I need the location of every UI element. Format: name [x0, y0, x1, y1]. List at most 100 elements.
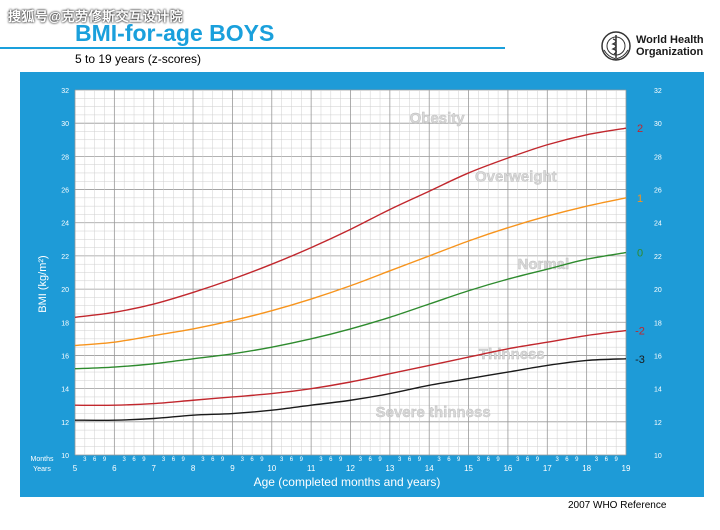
x-tick-year: 18 [582, 464, 591, 473]
years-row-label: Years [33, 466, 51, 473]
x-tick-year: 16 [503, 464, 512, 473]
y-tick-label-right: 10 [654, 453, 662, 460]
zone-label: Thinness [479, 346, 545, 363]
x-tick-month: 6 [447, 457, 451, 463]
org-name-line2: Organization [636, 46, 704, 58]
series-label-z0: 0 [637, 248, 643, 260]
y-tick-label-right: 12 [654, 420, 662, 427]
x-tick-year: 6 [112, 464, 117, 473]
y-tick-label-right: 26 [654, 188, 662, 195]
series-end-labels: 2 1 0 -2 -3 [635, 123, 645, 366]
y-tick-label-left: 26 [61, 188, 69, 195]
series-line-z-3 [74, 358, 627, 421]
x-tick-year: 7 [151, 464, 156, 473]
series-lines [74, 127, 627, 421]
months-row-label: Months [31, 456, 54, 463]
y-tick-label-right: 30 [654, 121, 662, 128]
y-tick-label-right: 32 [654, 88, 662, 95]
x-tick-year: 13 [385, 464, 394, 473]
x-axis-label: Age (completed months and years) [254, 475, 441, 489]
x-tick-month: 9 [457, 457, 461, 463]
y-tick-label-right: 20 [654, 287, 662, 294]
reference-footer: 2007 WHO Reference [568, 500, 667, 511]
x-tick-month: 3 [319, 457, 323, 463]
title-divider [0, 47, 505, 49]
x-tick-month: 6 [329, 457, 333, 463]
y-tick-label-left: 22 [61, 254, 69, 261]
x-tick-month: 6 [250, 457, 254, 463]
x-tick-month: 3 [359, 457, 363, 463]
x-tick-month: 3 [437, 457, 441, 463]
x-tick-month: 9 [378, 457, 382, 463]
x-tick-month: 6 [211, 457, 215, 463]
x-tick-month: 9 [221, 457, 225, 463]
x-tick-month: 6 [487, 457, 491, 463]
x-tick-month: 3 [241, 457, 245, 463]
x-tick-month: 3 [477, 457, 481, 463]
x-tick-month: 9 [614, 457, 618, 463]
x-tick-year: 17 [543, 464, 552, 473]
x-tick-month: 9 [418, 457, 422, 463]
x-tick-month: 6 [605, 457, 609, 463]
y-tick-label-left: 10 [61, 453, 69, 460]
x-tick-month: 9 [496, 457, 500, 463]
y-tick-label-left: 28 [61, 154, 69, 161]
y-tick-label-left: 12 [61, 420, 69, 427]
bmi-chart: Obesity Overweight Normal Thinness Severe th… [31, 88, 662, 489]
y-tick-label-left: 20 [61, 287, 69, 294]
y-tick-label-right: 22 [654, 254, 662, 261]
x-tick-year: 10 [267, 464, 276, 473]
x-tick-month: 9 [142, 457, 146, 463]
zone-label: Overweight [475, 168, 557, 185]
y-axis-label: BMI (kg/m²) [37, 255, 49, 312]
x-tick-month: 3 [201, 457, 205, 463]
x-tick-month: 3 [83, 457, 87, 463]
grid-lines [74, 89, 627, 456]
chart-panel: Obesity Overweight Normal Thinness Severe th… [20, 72, 704, 497]
zone-label: Obesity [410, 110, 466, 127]
y-tick-label-left: 16 [61, 353, 69, 360]
x-tick-month: 9 [575, 457, 579, 463]
org-name-line1: World Health [636, 34, 704, 46]
watermark-text: 搜狐号@克劳修斯交互设计院 [8, 9, 184, 24]
who-emblem-icon [601, 31, 631, 61]
series-label-z1: 1 [637, 193, 643, 205]
y-ticks-left: 10 12 14 16 18 20 22 24 26 28 30 32 [61, 88, 69, 460]
x-tick-month: 9 [300, 457, 304, 463]
x-tick-month: 3 [123, 457, 127, 463]
y-tick-label-left: 14 [61, 387, 69, 394]
series-label-z-2: -2 [635, 326, 645, 338]
series-line-z0 [74, 251, 627, 370]
x-tick-year: 9 [230, 464, 235, 473]
series-line-z2 [74, 127, 627, 318]
y-tick-label-right: 16 [654, 353, 662, 360]
x-tick-month: 6 [290, 457, 294, 463]
y-tick-label-left: 18 [61, 320, 69, 327]
series-line-z1 [74, 197, 627, 347]
y-ticks-right: 10 12 14 16 18 20 22 24 26 28 30 32 [654, 88, 662, 460]
series-line-z-2 [74, 329, 627, 407]
x-tick-month: 6 [565, 457, 569, 463]
x-tick-year: 8 [191, 464, 196, 473]
y-tick-label-right: 18 [654, 320, 662, 327]
series-label-z2: 2 [637, 123, 643, 135]
x-tick-month: 6 [408, 457, 412, 463]
x-tick-month: 6 [132, 457, 136, 463]
y-tick-label-left: 30 [61, 121, 69, 128]
page-title: BMI-for-age BOYS [75, 20, 275, 46]
x-tick-month: 3 [555, 457, 559, 463]
y-tick-label-right: 24 [654, 221, 662, 228]
zone-label: Normal [518, 256, 570, 273]
y-tick-label-right: 14 [654, 387, 662, 394]
y-tick-label-right: 28 [654, 154, 662, 161]
x-tick-month: 9 [103, 457, 107, 463]
zone-label: Severe thinness [376, 404, 491, 421]
page-subtitle: 5 to 19 years (z-scores) [75, 52, 202, 66]
y-tick-label-left: 32 [61, 88, 69, 95]
who-logo: World Health Organization [600, 30, 704, 62]
x-tick-month: 3 [595, 457, 599, 463]
x-tick-month: 9 [182, 457, 186, 463]
y-tick-label-left: 24 [61, 221, 69, 228]
x-tick-month: 9 [536, 457, 540, 463]
